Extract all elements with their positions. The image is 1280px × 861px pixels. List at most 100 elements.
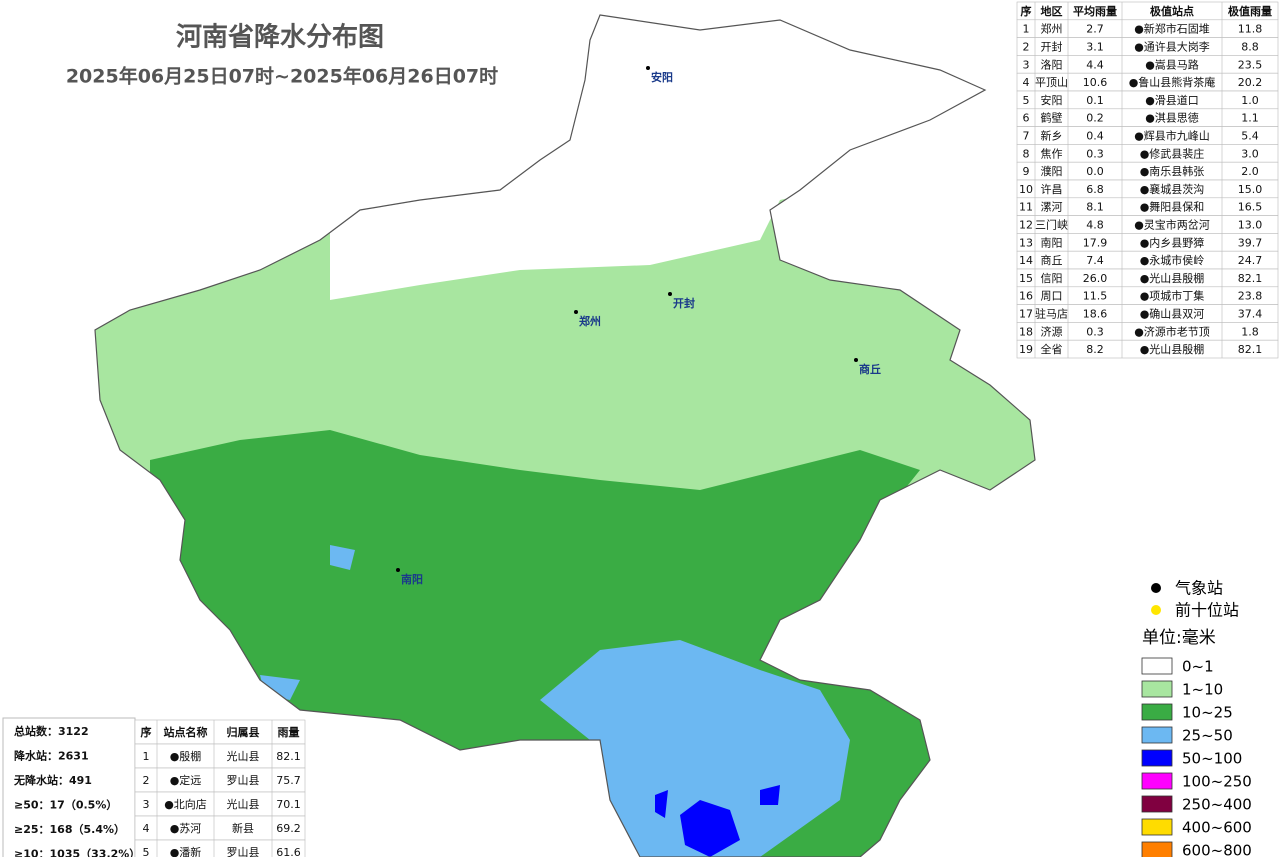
legend-swatch (1141, 749, 1173, 767)
table-cell: ●确山县双河 (1140, 308, 1205, 321)
table-cell: 2 (143, 774, 150, 787)
table-cell: ●内乡县野獐 (1140, 235, 1205, 249)
table-cell: 0.3 (1086, 325, 1104, 338)
table-cell: 11.8 (1238, 23, 1263, 36)
table-cell: ●修武县裴庄 (1140, 146, 1205, 160)
table-header: 序 (141, 725, 152, 739)
table-cell: 安阳 (1041, 93, 1063, 107)
table-cell: 69.2 (276, 822, 301, 835)
table-cell: ●光山县殷棚 (1140, 342, 1205, 356)
top-station-dot (1151, 605, 1161, 615)
legend-swatch (1141, 680, 1173, 698)
table-cell: 10 (1019, 183, 1033, 196)
station-dot (646, 66, 650, 70)
table-cell: ●灵宝市两岔河 (1134, 218, 1210, 232)
summary-box: 总站数：3122 降水站：2631 无降水站：491 ≥50：17（0.5%） ≥25：… (2, 717, 140, 861)
table-cell: ●项城市丁集 (1140, 289, 1205, 303)
legend-label: 50~100 (1182, 750, 1242, 768)
table-cell: 18 (1019, 325, 1033, 338)
table-cell: 82.1 (1238, 343, 1263, 356)
table-row (134, 743, 306, 769)
table-cell: 新乡 (1041, 129, 1063, 143)
table-cell: 10.6 (1083, 76, 1108, 89)
table-cell: ●鲁山县熊背茶庵 (1129, 75, 1216, 89)
table-row (134, 839, 306, 861)
table-cell: 信阳 (1041, 272, 1063, 285)
legend-swatch (1141, 772, 1173, 790)
table-cell: 14 (1019, 254, 1033, 267)
table-cell: 8.1 (1086, 201, 1104, 214)
table-cell: 3.0 (1241, 147, 1259, 160)
table-header: 站点名称 (164, 725, 208, 739)
legend-swatch (1141, 795, 1173, 813)
table-cell: 0.1 (1086, 94, 1104, 107)
legend-swatch (1141, 657, 1173, 675)
summary-line: ≥10：1035（33.2%） (14, 848, 140, 858)
table-cell: 2.0 (1241, 165, 1259, 178)
table-cell: ●南乐县韩张 (1140, 164, 1205, 178)
city-label: 开封 (673, 296, 695, 310)
table-cell: ●北向店 (164, 797, 207, 811)
table-cell: 商丘 (1041, 253, 1063, 267)
summary-line: ≥25：168（5.4%） (14, 823, 125, 836)
table-cell: 11 (1019, 201, 1033, 214)
table-cell: 16 (1019, 290, 1033, 303)
table-header: 雨量 (278, 726, 300, 739)
table-cell: 3.1 (1086, 41, 1104, 54)
table-cell: 24.7 (1238, 254, 1263, 267)
table-cell: 37.4 (1238, 308, 1263, 321)
table-cell: 4.8 (1086, 219, 1104, 232)
table-cell: 0.2 (1086, 112, 1104, 125)
legend-label: 前十位站 (1175, 601, 1239, 620)
summary-line: 无降水站：491 (13, 773, 92, 787)
table-cell: 1.8 (1241, 325, 1259, 338)
table-cell: 20.2 (1238, 76, 1263, 89)
table-row (134, 815, 306, 841)
table-cell: 罗山县 (227, 774, 260, 787)
table-cell: 23.8 (1238, 290, 1263, 303)
table-cell: 82.1 (276, 750, 301, 763)
table-cell: ●潘新 (170, 845, 202, 857)
legend-swatch (1141, 818, 1173, 836)
region-table: 序地区 平均雨量 极值站点 极值雨量 1 郑州 2.7 ●新郑市石固堆 11.8 2 开封 3.1 ●通… (1016, 1, 1279, 359)
table-header: 序 (1021, 4, 1032, 18)
table-cell: 新县 (232, 821, 254, 835)
table-row (134, 791, 306, 817)
table-cell: 许昌 (1041, 183, 1063, 196)
table-cell: 濮阳 (1041, 164, 1063, 178)
table-cell: 1 (143, 750, 150, 763)
table-header: 极值站点 (1150, 4, 1194, 18)
table-cell: 17.9 (1083, 236, 1108, 249)
table-cell: 0.0 (1086, 165, 1104, 178)
table-cell: 17 (1019, 308, 1033, 321)
summary-frame (2, 717, 136, 861)
table-cell: 82.1 (1238, 272, 1263, 285)
table-cell: ●苏河 (170, 822, 202, 835)
table-cell: 3 (143, 798, 150, 811)
table-cell: ●光山县殷棚 (1140, 271, 1205, 285)
table-cell: 18.6 (1083, 308, 1108, 321)
legend-label: 600~800 (1182, 842, 1252, 858)
legend-label: 0~1 (1182, 658, 1214, 676)
table-cell: 8.2 (1086, 343, 1104, 356)
city-label: 安阳 (651, 70, 673, 84)
table-cell: ●滑县道口 (1145, 93, 1199, 107)
table-cell: 15.0 (1238, 183, 1263, 196)
table-cell: 0.4 (1086, 130, 1104, 143)
title: 河南省降水分布图 (176, 23, 384, 53)
table-cell: 开封 (1041, 40, 1063, 54)
table-cell: 三门峡 (1035, 218, 1068, 232)
table-cell: 光山县 (227, 749, 260, 763)
table-cell: 济源 (1041, 324, 1063, 338)
table-cell: ●定远 (170, 773, 202, 787)
table-cell: 75.7 (276, 774, 301, 787)
table-cell: 11.5 (1083, 290, 1108, 303)
table-cell: 4.4 (1086, 58, 1104, 71)
table-cell: 洛阳 (1041, 57, 1063, 71)
station-dot (396, 568, 400, 572)
legend-label: 100~250 (1182, 773, 1252, 791)
table-cell: 郑州 (1041, 22, 1063, 36)
